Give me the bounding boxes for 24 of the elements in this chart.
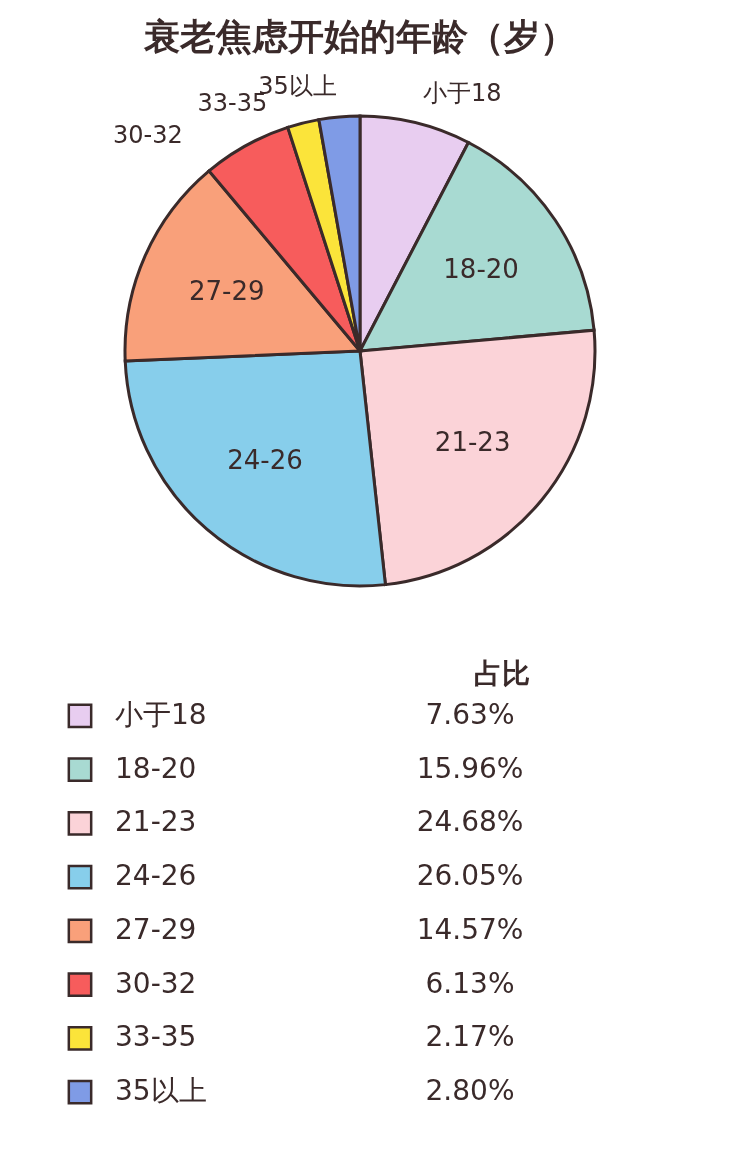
data-label: 2.80% xyxy=(425,1074,515,1108)
data-label: 14.57% xyxy=(416,912,524,946)
slice-label: 21-23 xyxy=(434,427,511,458)
data-label: 24.68% xyxy=(416,805,524,839)
chart-title: 衰老焦虑开始的年龄（岁） xyxy=(143,16,576,57)
legend-title: 占比 xyxy=(474,657,530,690)
slice-label: 27-29 xyxy=(188,276,265,307)
slice-label: 30-32 xyxy=(113,121,183,150)
slice-label: 24-26 xyxy=(227,445,303,476)
legend-label: 24-26 xyxy=(115,859,197,893)
data-label: 26.05% xyxy=(416,859,524,893)
legend-label: 小于18 xyxy=(115,697,207,731)
legend-label: 30-32 xyxy=(115,966,197,1000)
legend-label: 21-23 xyxy=(115,805,197,839)
legend-label: 18-20 xyxy=(115,751,197,785)
slice-label: 18-20 xyxy=(443,253,519,284)
slice-label: 小于18 xyxy=(422,78,502,107)
data-label: 6.13% xyxy=(425,966,515,1000)
data-label: 2.17% xyxy=(425,1020,515,1054)
legend-label: 35以上 xyxy=(115,1074,207,1108)
legend-label: 27-29 xyxy=(115,912,197,946)
data-label: 15.96% xyxy=(416,751,524,785)
legend-label: 33-35 xyxy=(115,1020,197,1054)
data-label: 7.63% xyxy=(425,697,515,731)
